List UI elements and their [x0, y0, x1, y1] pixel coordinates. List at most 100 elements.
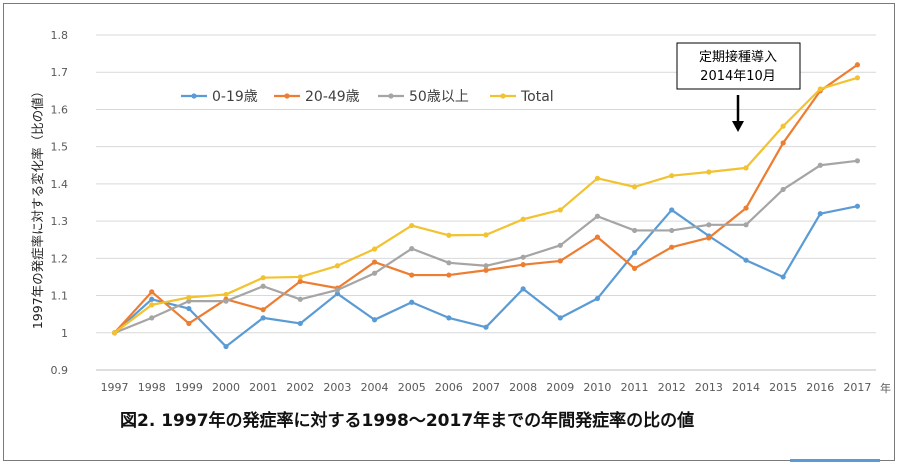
data-point — [817, 86, 823, 92]
data-point — [446, 315, 452, 321]
legend-label: 50歳以上 — [409, 89, 469, 105]
x-tick-label: 2010 — [583, 381, 611, 394]
legend-label: 0-19歳 — [212, 89, 258, 105]
data-point — [557, 242, 563, 248]
data-point — [334, 287, 341, 293]
x-tick-label: 2002 — [286, 381, 314, 394]
data-point — [594, 175, 601, 181]
data-point — [631, 265, 638, 271]
series-Total — [111, 75, 861, 336]
data-point — [520, 254, 526, 260]
x-tick-label: 2001 — [249, 381, 277, 394]
data-point — [149, 296, 155, 302]
data-point — [371, 317, 378, 323]
line-chart: 0.911.11.21.31.41.51.61.71.8 1997 1998 199… — [30, 29, 891, 395]
x-axis-ticks: 1997 1998 1999 2000 2001 2002 2003 2004 2005 2006… — [101, 381, 872, 394]
data-point — [520, 216, 526, 222]
y-tick-label: 1 — [61, 327, 68, 340]
data-point — [297, 320, 303, 327]
x-tick-label: 2017 — [843, 381, 871, 394]
y-tick-label: 1.7 — [51, 66, 69, 79]
data-point — [483, 267, 489, 273]
x-tick-label: 2003 — [323, 381, 351, 394]
y-tick-label: 1.8 — [51, 29, 69, 42]
x-tick-label: 2007 — [472, 381, 500, 394]
series-50歳以上 — [111, 158, 861, 336]
data-point — [557, 258, 563, 264]
data-point — [186, 294, 192, 301]
data-point — [149, 289, 155, 295]
x-tick-label: 1998 — [138, 381, 166, 394]
data-point — [186, 305, 192, 312]
annotation-line-1: 定期接種導入 — [699, 49, 777, 65]
data-point — [260, 307, 266, 313]
data-point — [520, 286, 526, 292]
data-point — [780, 140, 786, 146]
data-point — [371, 246, 378, 252]
data-point — [223, 343, 229, 350]
data-point — [111, 330, 118, 336]
annotation-arrow-head — [732, 121, 744, 132]
series-line — [114, 159, 858, 334]
x-tick-label: 2016 — [806, 381, 834, 394]
data-point — [743, 222, 749, 228]
decorative-bar — [790, 459, 880, 462]
data-point — [780, 274, 786, 280]
data-point — [706, 222, 712, 228]
data-point — [446, 272, 452, 278]
y-tick-label: 1.1 — [51, 290, 69, 303]
annotation-box — [676, 42, 801, 90]
data-point — [186, 320, 192, 327]
data-point — [297, 278, 303, 285]
data-point — [854, 158, 861, 164]
data-point — [594, 295, 601, 302]
annotation-line-2: 2014年10月 — [700, 69, 776, 84]
data-point — [706, 235, 712, 241]
data-point — [743, 165, 749, 171]
legend-swatch-marker — [500, 93, 506, 99]
data-point — [483, 263, 489, 269]
data-point — [409, 272, 415, 278]
data-point — [854, 62, 861, 68]
legend-label: 20-49歳 — [305, 89, 360, 105]
legend-swatch-marker — [191, 93, 197, 99]
x-tick-label: 1997 — [101, 381, 129, 394]
data-point — [817, 211, 823, 217]
x-tick-label: 2013 — [695, 381, 723, 394]
data-point — [520, 262, 526, 268]
legend-swatch-marker — [388, 93, 394, 99]
data-point — [669, 227, 675, 234]
data-point — [409, 222, 415, 229]
data-point — [371, 259, 378, 265]
x-tick-label: 2009 — [546, 381, 574, 394]
data-point — [483, 232, 489, 238]
x-tick-label: 2014 — [732, 381, 760, 394]
x-tick-label: 2012 — [658, 381, 686, 394]
series-lines — [111, 62, 861, 350]
data-point — [223, 291, 229, 298]
x-tick-label: 2008 — [509, 381, 537, 394]
legend-swatch-marker — [284, 93, 290, 99]
data-point — [260, 283, 266, 289]
x-tick-label: 2006 — [435, 381, 463, 394]
x-tick-label: 1999 — [175, 381, 203, 394]
data-point — [446, 232, 452, 238]
data-point — [371, 270, 378, 276]
x-unit-label: 年 — [880, 381, 891, 395]
data-point — [669, 173, 675, 179]
y-tick-label: 1.4 — [51, 178, 69, 191]
data-point — [817, 162, 823, 168]
data-point — [334, 263, 341, 269]
x-tick-label: 2005 — [398, 381, 426, 394]
annotation: 定期接種導入 2014年10月 — [676, 42, 801, 132]
y-tick-label: 1.5 — [51, 141, 69, 154]
data-point — [743, 205, 749, 211]
x-tick-label: 2000 — [212, 381, 240, 394]
y-tick-label: 1.6 — [51, 103, 69, 116]
data-point — [594, 213, 601, 219]
data-point — [669, 244, 675, 250]
data-point — [669, 207, 675, 213]
y-axis-label: 1997年の発症率に対する変化率（比の値） — [30, 85, 45, 329]
data-point — [297, 296, 303, 302]
data-point — [594, 234, 601, 240]
